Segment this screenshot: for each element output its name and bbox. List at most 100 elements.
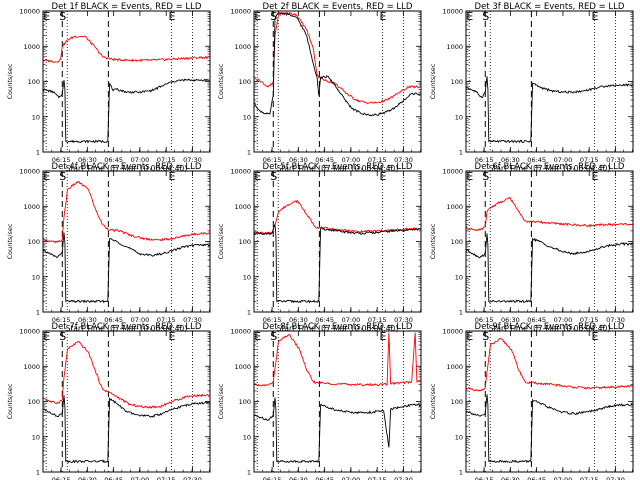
x-tick-label: 07:30 — [394, 316, 413, 324]
series-lld-line — [466, 337, 633, 392]
series-events-line — [43, 78, 210, 144]
panel-title: Det 8f BLACK = Events, RED = LLD — [263, 322, 413, 332]
y-tick-label: 1 — [36, 469, 40, 477]
y-tick-label: 10 — [32, 113, 40, 121]
x-tick-label: 06:30 — [78, 476, 97, 480]
panel-frame — [42, 10, 211, 153]
y-tick-label: 10000 — [19, 168, 40, 176]
y-tick-label: 100 — [451, 238, 463, 246]
x-tick-label: 07:15 — [580, 316, 599, 324]
x-tick-label: 07:15 — [580, 156, 599, 164]
y-tick-label: 10 — [32, 433, 40, 441]
y-tick-label: 10 — [243, 273, 251, 281]
panel-title: Det 6f BLACK = Events, RED = LLD — [475, 162, 625, 172]
panel-frame — [42, 170, 211, 313]
y-tick-label: 10000 — [442, 328, 463, 336]
panel-title: Det 4f BLACK = Events, RED = LLD — [52, 162, 202, 172]
x-tick-label: 06:45 — [527, 476, 546, 480]
panel-series — [254, 11, 421, 117]
marker-label: E — [254, 10, 261, 23]
x-tick-label: 06:45 — [315, 476, 334, 480]
marker-label: E — [379, 10, 386, 23]
y-tick-label: 1000 — [234, 203, 251, 211]
marker-label: E — [168, 330, 175, 343]
x-tick-label: 06:15 — [52, 476, 71, 480]
x-tick-label: 06:30 — [501, 316, 520, 324]
series-events-line — [43, 395, 210, 464]
y-tick-label: 1 — [459, 469, 463, 477]
marker-label: S — [59, 330, 66, 343]
marker-label: E — [168, 170, 175, 183]
x-tick-label: 07:15 — [368, 156, 387, 164]
marker-label: S — [59, 170, 66, 183]
x-tick-label: 07:15 — [580, 476, 599, 480]
y-tick-label: 10 — [455, 433, 463, 441]
marker-label: S — [270, 10, 277, 23]
x-tick-label: 06:15 — [263, 316, 282, 324]
x-axis-label: Start Time (07-Mar-10 06:04:40) — [489, 324, 611, 333]
x-tick-label: 06:15 — [475, 476, 494, 480]
x-tick-label: 06:45 — [104, 156, 123, 164]
marker-label: E — [379, 170, 386, 183]
panel-5: Det 5f BLACK = Events, RED = LLD 1 10 100 10… — [217, 162, 422, 333]
panel-title: Det 2f BLACK = Events, RED = LLD — [263, 2, 413, 12]
panel-frame — [465, 330, 634, 473]
series-events-line — [254, 223, 421, 304]
y-tick-label: 10000 — [230, 168, 251, 176]
panel-title: Det 9f BLACK = Events, RED = LLD — [475, 322, 625, 332]
x-tick-label: 06:45 — [527, 156, 546, 164]
y-tick-label: 1 — [247, 469, 251, 477]
panel-2: Det 2f BLACK = Events, RED = LLD 1 10 100 10… — [217, 2, 422, 173]
x-axis-label: Start Time (07-Mar-10 06:04:40) — [277, 324, 399, 333]
panel-title: Det 1f BLACK = Events, RED = LLD — [52, 2, 202, 12]
x-tick-label: 06:15 — [475, 156, 494, 164]
y-axis-label: Counts/sec — [429, 223, 437, 259]
x-tick-label: 06:15 — [52, 156, 71, 164]
marker-label: E — [466, 170, 473, 183]
x-axis-label: Start Time (07-Mar-10 06:04:40) — [277, 164, 399, 173]
y-tick-label: 10000 — [442, 168, 463, 176]
marker-label: E — [43, 10, 50, 23]
x-tick-label: 07:15 — [157, 156, 176, 164]
marker-label: S — [270, 330, 277, 343]
series-lld-line — [43, 341, 210, 409]
marker-label: E — [466, 330, 473, 343]
y-tick-label: 100 — [451, 398, 463, 406]
panel-3: Det 3f BLACK = Events, RED = LLD 1 10 100 10… — [429, 2, 634, 173]
marker-label: E — [591, 10, 598, 23]
y-tick-label: 1000 — [234, 363, 251, 371]
panel-title: Det 5f BLACK = Events, RED = LLD — [263, 162, 413, 172]
marker-label: E — [254, 330, 261, 343]
series-events-line — [466, 233, 633, 303]
y-tick-label: 100 — [451, 78, 463, 86]
panel-series — [254, 332, 421, 464]
y-tick-label: 10000 — [19, 328, 40, 336]
x-tick-label: 06:30 — [289, 156, 308, 164]
x-axis-label: Start Time (07-Mar-10 06:04:40) — [66, 324, 188, 333]
panel-7: Det 7f BLACK = Events, RED = LLD 1 10 100 10… — [6, 322, 211, 480]
marker-label: E — [379, 330, 386, 343]
marker-label: S — [270, 170, 277, 183]
y-tick-label: 100 — [28, 398, 40, 406]
panel-frame — [465, 10, 634, 153]
x-tick-label: 06:15 — [263, 476, 282, 480]
y-axis-label: Counts/sec — [429, 63, 437, 99]
panel-frame — [253, 170, 422, 313]
y-axis-label: Counts/sec — [6, 63, 14, 99]
x-tick-label: 06:45 — [104, 316, 123, 324]
y-tick-label: 100 — [28, 238, 40, 246]
panel-title: Det 7f BLACK = Events, RED = LLD — [52, 322, 202, 332]
panel-series — [466, 196, 633, 303]
marker-label: E — [466, 10, 473, 23]
marker-label: S — [482, 170, 489, 183]
y-tick-label: 1000 — [446, 43, 463, 51]
x-tick-label: 07:00 — [554, 476, 573, 480]
marker-label: S — [59, 10, 66, 23]
y-axis-label: Counts/sec — [429, 383, 437, 419]
y-tick-label: 10 — [455, 113, 463, 121]
y-tick-label: 100 — [28, 78, 40, 86]
x-tick-label: 07:30 — [606, 476, 625, 480]
x-tick-label: 07:30 — [183, 476, 202, 480]
y-tick-label: 10 — [32, 273, 40, 281]
x-tick-label: 06:45 — [527, 316, 546, 324]
